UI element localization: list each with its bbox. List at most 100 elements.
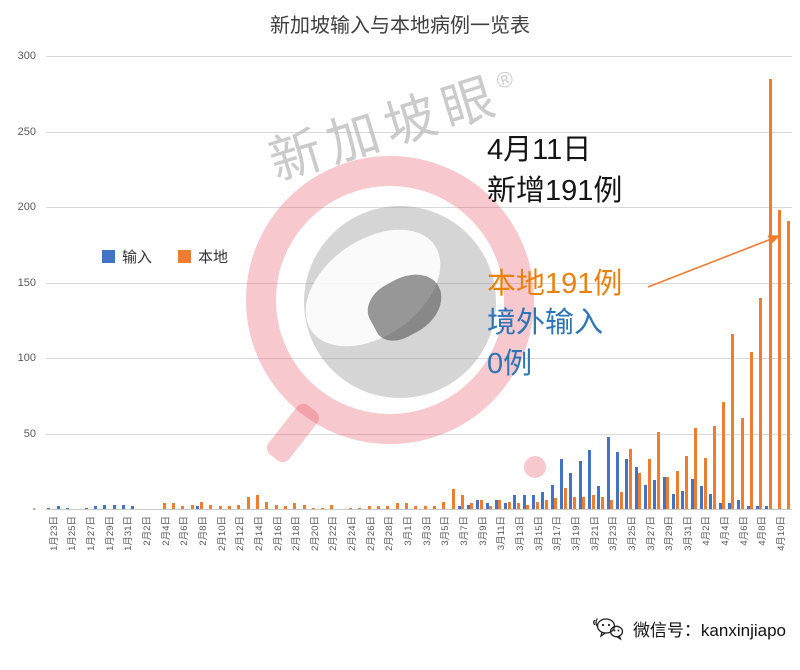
bar-本地 xyxy=(293,503,297,509)
bar-本地 xyxy=(703,457,707,509)
bar-本地 xyxy=(656,432,660,509)
x-axis-tick-label: 3月27日 xyxy=(645,516,657,551)
bar-本地 xyxy=(330,504,334,509)
bar-输入 xyxy=(65,507,69,509)
bar-本地 xyxy=(638,472,642,509)
bar-输入 xyxy=(634,466,638,509)
x-axis-tick-label: 3月29日 xyxy=(664,516,676,551)
bar-本地 xyxy=(442,501,446,509)
bar-本地 xyxy=(461,495,464,509)
wechat-account-label: 微信号：kanxinjiapo xyxy=(632,620,786,640)
bar-本地 xyxy=(778,210,781,509)
x-axis-tick-label: 2月2日 xyxy=(141,516,153,546)
bar-输入 xyxy=(662,477,666,509)
y-axis-tick-label: - xyxy=(32,503,36,515)
bar-输入 xyxy=(765,506,769,509)
legend-swatch-icon xyxy=(178,250,192,263)
bar-本地 xyxy=(209,504,213,509)
bar-本地 xyxy=(712,426,716,509)
x-axis-tick-label: 3月5日 xyxy=(440,516,452,546)
x-axis-tick-label: 3月9日 xyxy=(477,516,489,546)
bar-本地 xyxy=(535,501,539,509)
x-axis-tick-label: 3月3日 xyxy=(421,516,433,546)
bar-本地 xyxy=(386,506,390,509)
bar-输入 xyxy=(56,506,60,509)
bar-输入 xyxy=(47,507,51,509)
bar-本地 xyxy=(423,506,427,509)
plot-area xyxy=(46,56,792,510)
x-axis-tick-label: 3月13日 xyxy=(514,516,526,551)
x-axis-tick-label: 2月6日 xyxy=(179,516,191,546)
bar-输入 xyxy=(457,506,461,509)
x-axis-tick-label: 2月24日 xyxy=(347,516,359,551)
x-axis-tick-label: 3月11日 xyxy=(496,516,508,551)
x-axis-tick-label: 1月31日 xyxy=(123,516,135,551)
x-axis-tick-label: 3月7日 xyxy=(459,516,470,546)
x-axis-line xyxy=(46,509,792,510)
x-axis-tick-label: 3月17日 xyxy=(552,516,564,551)
bar-本地 xyxy=(199,501,203,509)
annotation-imported-cases: 境外输入 0例 xyxy=(487,303,603,385)
bar-本地 xyxy=(619,492,623,509)
annotation-date-total: 4月11日 新增191例 xyxy=(487,130,622,212)
bar-本地 xyxy=(768,78,772,509)
bar-本地 xyxy=(302,504,306,509)
y-axis-tick-label: 300 xyxy=(17,50,36,62)
x-axis-tick-label: 2月18日 xyxy=(291,516,303,551)
x-axis-tick-label: 4月10日 xyxy=(776,516,787,551)
bar-本地 xyxy=(255,495,259,509)
bar-输入 xyxy=(672,493,675,509)
annotation-local-cases: 本地191例 xyxy=(487,268,623,300)
wechat-icon xyxy=(593,618,624,641)
bar-输入 xyxy=(718,503,722,509)
x-axis-tick-label: 3月25日 xyxy=(626,516,638,551)
bar-输入 xyxy=(597,486,601,509)
bar-输入 xyxy=(644,484,647,509)
gridline xyxy=(46,207,792,208)
bar-本地 xyxy=(218,506,222,509)
bar-输入 xyxy=(681,490,685,509)
annotation-imported-line2: 0例 xyxy=(487,348,533,380)
x-axis-tick-label: 3月31日 xyxy=(682,516,694,551)
bar-输入 xyxy=(569,472,573,509)
bar-输入 xyxy=(541,492,545,509)
y-axis-tick-label: 250 xyxy=(17,125,36,138)
bar-本地 xyxy=(722,401,726,509)
bar-本地 xyxy=(227,506,231,509)
x-axis-tick-label: 4月4日 xyxy=(720,516,732,546)
legend-item-本地: 本地 xyxy=(178,246,228,267)
x-axis-tick-label: 2月16日 xyxy=(272,516,284,551)
bar-输入 xyxy=(616,451,619,509)
footer: 微信号：kanxinjiapo xyxy=(591,614,786,642)
bar-本地 xyxy=(283,506,287,509)
y-axis-tick-label: 150 xyxy=(17,276,36,289)
bar-本地 xyxy=(675,471,679,509)
x-axis-tick-label: 4月2日 xyxy=(701,516,713,546)
bar-输入 xyxy=(103,504,107,509)
x-axis-tick-label: 4月6日 xyxy=(738,516,750,546)
bar-本地 xyxy=(405,503,408,509)
x-axis-tick-label: 2月12日 xyxy=(235,516,247,551)
legend-label: 本地 xyxy=(198,249,229,266)
x-axis-tick-label: 3月21日 xyxy=(589,516,601,551)
x-axis-tick-label: 2月28日 xyxy=(384,516,396,551)
x-axis-tick-label: 3月23日 xyxy=(608,516,620,551)
x-axis-tick-label: 1月29日 xyxy=(104,516,116,551)
bar-本地 xyxy=(246,496,250,509)
bar-本地 xyxy=(572,496,576,509)
bar-本地 xyxy=(694,427,698,509)
bar-本地 xyxy=(731,333,735,509)
y-axis-tick-label: 50 xyxy=(23,427,36,440)
bar-输入 xyxy=(476,499,480,509)
x-axis-tick-label: 4月8日 xyxy=(757,516,769,546)
chart-legend: 输入 本地 xyxy=(102,246,228,267)
bar-本地 xyxy=(414,506,418,509)
bar-输入 xyxy=(84,507,88,509)
bar-输入 xyxy=(709,493,713,509)
x-axis-tick-label: 3月19日 xyxy=(570,516,582,551)
bar-本地 xyxy=(377,506,381,509)
x-axis-tick-label: 1月27日 xyxy=(86,516,97,551)
bar-输入 xyxy=(93,506,97,509)
bar-本地 xyxy=(190,504,194,509)
gridline xyxy=(46,131,792,133)
